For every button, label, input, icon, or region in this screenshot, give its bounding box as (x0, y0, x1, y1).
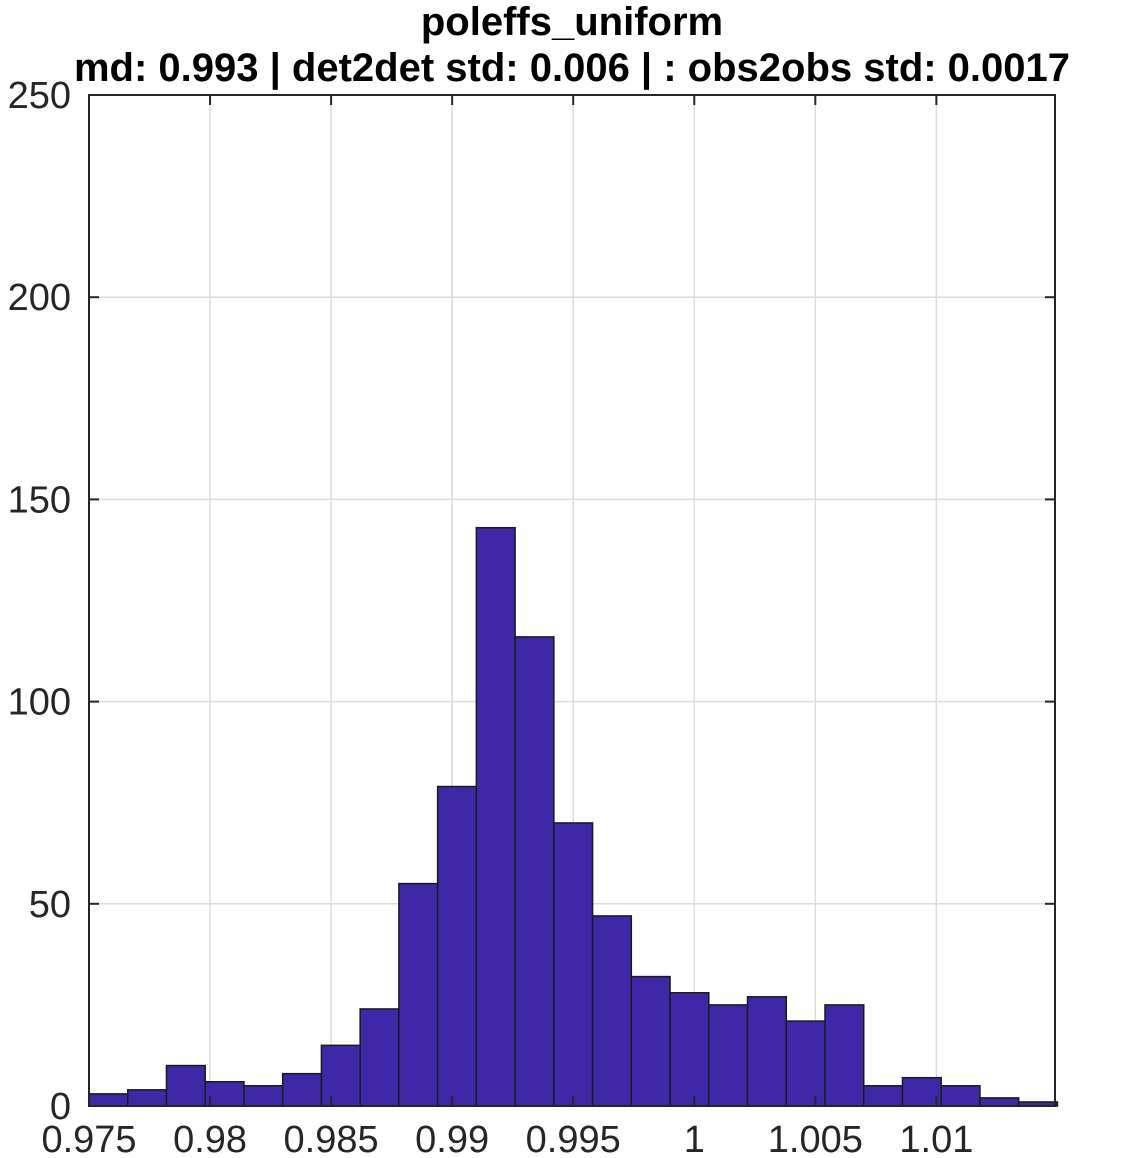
histogram-bar (88, 1093, 129, 1107)
y-tick-label: 150 (8, 479, 71, 521)
histogram-bar (785, 1020, 826, 1107)
histogram-bar (436, 785, 478, 1107)
histogram-bar (204, 1080, 245, 1107)
histogram-bar (940, 1085, 981, 1107)
histogram-bar (591, 915, 633, 1107)
histogram-bar (708, 1004, 749, 1107)
x-tick-label: 1.01 (899, 1119, 973, 1158)
histogram-bar (669, 992, 710, 1107)
histogram-bar (281, 1072, 323, 1107)
chart-subtitle: md: 0.993 | det2det std: 0.006 | : obs2o… (73, 46, 1071, 90)
y-tick-label: 50 (29, 884, 71, 926)
histogram-bar (862, 1085, 904, 1107)
histogram-bar (243, 1085, 284, 1107)
x-tick-labels: 0.975 0.98 0.985 0.99 0.995 1 1.005 1.01 (41, 1119, 973, 1158)
histogram-bar (630, 975, 671, 1107)
histogram-bar (359, 1008, 400, 1107)
histogram-bar (553, 822, 594, 1107)
histogram-bar (165, 1064, 206, 1107)
histogram-bar (320, 1044, 361, 1107)
x-tick-label: 0.975 (41, 1119, 136, 1158)
axes-box (88, 94, 1056, 1107)
histogram-bar (475, 526, 516, 1107)
x-tick-label: 1.005 (768, 1119, 863, 1158)
histogram-bar (126, 1089, 168, 1107)
y-tick-label: 200 (8, 277, 71, 319)
y-tick-label: 100 (8, 682, 71, 724)
grid-lines (88, 94, 1055, 1107)
y-tick-label: 0 (50, 1086, 71, 1128)
histogram-bar (824, 1004, 865, 1107)
histogram-bars (88, 526, 1059, 1107)
x-tick-label: 1 (684, 1119, 705, 1158)
histogram-bar (979, 1097, 1020, 1107)
histogram-bar (901, 1076, 942, 1107)
chart-title: poleffs_uniform (420, 0, 724, 44)
histogram-bar (398, 882, 439, 1107)
x-tick-label: 0.99 (415, 1119, 489, 1158)
tick-marks (88, 94, 1055, 1107)
x-tick-label: 0.995 (526, 1119, 621, 1158)
y-tick-labels: 0 50 100 150 200 250 (8, 75, 71, 1128)
histogram-bar (746, 996, 788, 1107)
x-tick-label: 0.98 (173, 1119, 247, 1158)
y-tick-label: 250 (8, 75, 71, 117)
histogram-bar (514, 636, 555, 1107)
x-tick-label: 0.985 (284, 1119, 379, 1158)
